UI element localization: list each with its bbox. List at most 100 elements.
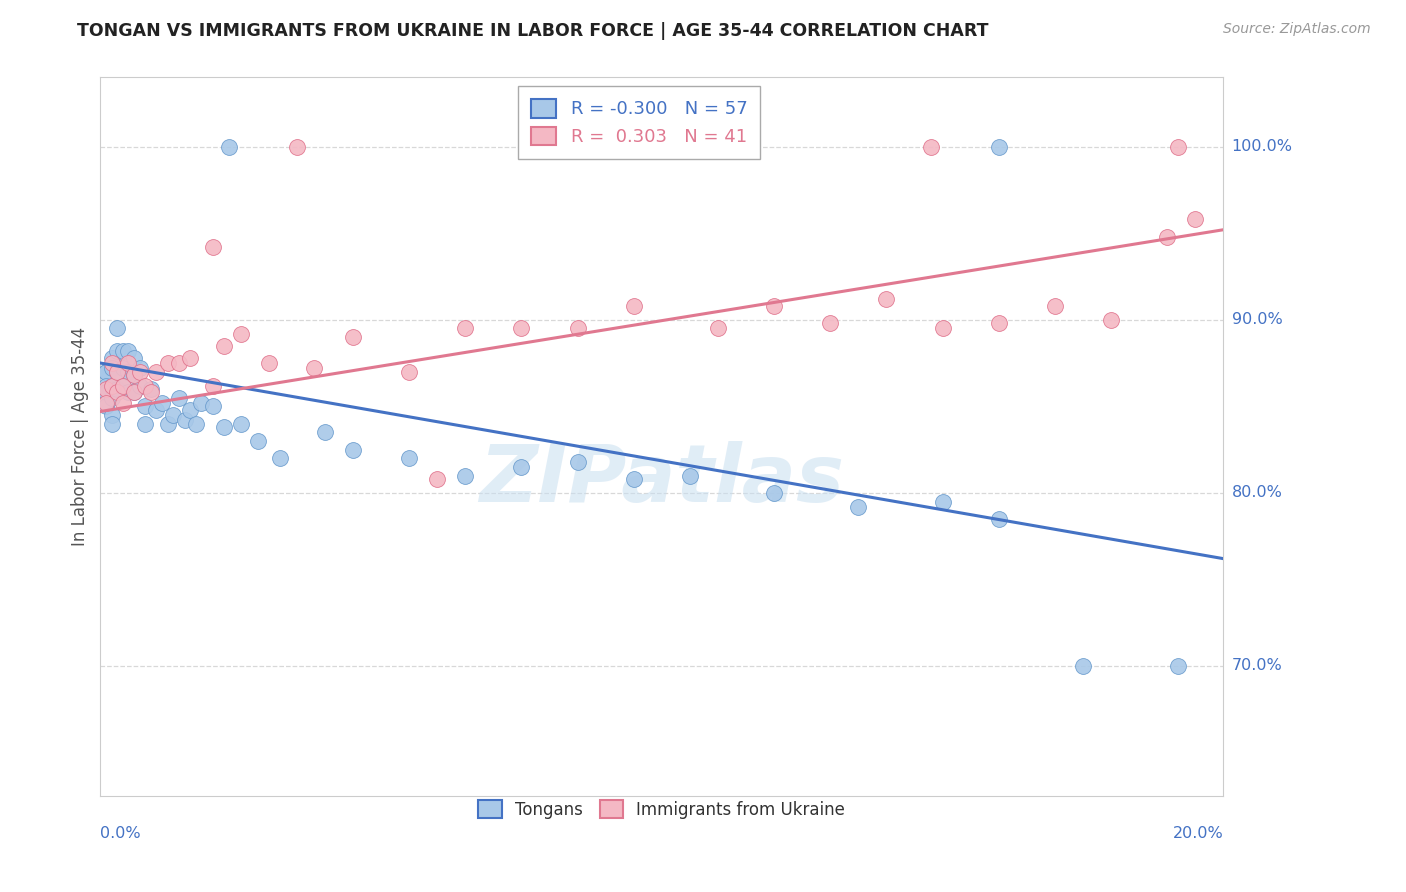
Legend: Tongans, Immigrants from Ukraine: Tongans, Immigrants from Ukraine bbox=[470, 792, 853, 827]
Text: 20.0%: 20.0% bbox=[1173, 826, 1223, 841]
Point bbox=[302, 361, 325, 376]
Point bbox=[1184, 212, 1206, 227]
Point bbox=[134, 417, 156, 431]
Point bbox=[134, 400, 156, 414]
Point bbox=[567, 321, 589, 335]
Point bbox=[128, 365, 150, 379]
Point bbox=[201, 240, 224, 254]
Point bbox=[105, 365, 128, 379]
Point bbox=[679, 468, 702, 483]
Point bbox=[145, 402, 167, 417]
Point bbox=[94, 400, 117, 414]
Point bbox=[707, 321, 730, 335]
Point bbox=[1071, 659, 1094, 673]
Y-axis label: In Labor Force | Age 35-44: In Labor Force | Age 35-44 bbox=[72, 327, 89, 546]
Point bbox=[179, 402, 201, 417]
Point bbox=[128, 361, 150, 376]
Point bbox=[111, 396, 134, 410]
Point bbox=[111, 361, 134, 376]
Point bbox=[117, 385, 139, 400]
Point bbox=[100, 351, 122, 365]
Text: 90.0%: 90.0% bbox=[1232, 312, 1282, 327]
Point bbox=[987, 139, 1010, 153]
Point bbox=[122, 385, 145, 400]
Text: 80.0%: 80.0% bbox=[1232, 485, 1282, 500]
Point bbox=[184, 417, 207, 431]
Point bbox=[201, 400, 224, 414]
Point bbox=[117, 365, 139, 379]
Point bbox=[246, 434, 269, 448]
Point bbox=[201, 378, 224, 392]
Point bbox=[763, 486, 786, 500]
Point bbox=[987, 316, 1010, 330]
Point bbox=[139, 385, 162, 400]
Point bbox=[1099, 312, 1122, 326]
Point bbox=[100, 356, 122, 370]
Point bbox=[679, 139, 702, 153]
Point bbox=[139, 382, 162, 396]
Point bbox=[920, 139, 942, 153]
Point bbox=[94, 365, 117, 379]
Point bbox=[100, 408, 122, 422]
Point bbox=[122, 368, 145, 383]
Point bbox=[623, 472, 645, 486]
Point bbox=[229, 326, 252, 341]
Point bbox=[100, 378, 122, 392]
Point bbox=[931, 321, 953, 335]
Point bbox=[285, 139, 308, 153]
Point bbox=[122, 351, 145, 365]
Point bbox=[167, 356, 190, 370]
Point bbox=[342, 442, 364, 457]
Point bbox=[117, 343, 139, 358]
Point bbox=[150, 396, 173, 410]
Point bbox=[454, 321, 477, 335]
Point bbox=[105, 382, 128, 396]
Point bbox=[100, 361, 122, 376]
Point bbox=[122, 368, 145, 383]
Point bbox=[1167, 139, 1189, 153]
Point bbox=[623, 299, 645, 313]
Point bbox=[212, 339, 235, 353]
Point bbox=[846, 500, 869, 514]
Point bbox=[100, 378, 122, 392]
Point bbox=[111, 343, 134, 358]
Text: 100.0%: 100.0% bbox=[1232, 139, 1292, 154]
Point bbox=[987, 512, 1010, 526]
Point bbox=[156, 417, 179, 431]
Point bbox=[105, 365, 128, 379]
Point bbox=[100, 417, 122, 431]
Point bbox=[398, 451, 420, 466]
Point bbox=[567, 455, 589, 469]
Point bbox=[763, 299, 786, 313]
Point bbox=[1043, 299, 1066, 313]
Point bbox=[342, 330, 364, 344]
Point bbox=[105, 385, 128, 400]
Point bbox=[595, 139, 617, 153]
Point bbox=[145, 365, 167, 379]
Point bbox=[510, 321, 533, 335]
Point bbox=[111, 378, 134, 392]
Point bbox=[94, 385, 117, 400]
Point bbox=[128, 378, 150, 392]
Point bbox=[167, 391, 190, 405]
Point bbox=[818, 316, 841, 330]
Point bbox=[454, 468, 477, 483]
Point bbox=[510, 459, 533, 474]
Text: TONGAN VS IMMIGRANTS FROM UKRAINE IN LABOR FORCE | AGE 35-44 CORRELATION CHART: TONGAN VS IMMIGRANTS FROM UKRAINE IN LAB… bbox=[77, 22, 988, 40]
Point bbox=[117, 356, 139, 370]
Point bbox=[134, 378, 156, 392]
Text: 70.0%: 70.0% bbox=[1232, 658, 1282, 673]
Point bbox=[94, 365, 117, 379]
Text: ZIPatlas: ZIPatlas bbox=[479, 441, 844, 519]
Point bbox=[173, 413, 195, 427]
Point bbox=[111, 378, 134, 392]
Point bbox=[190, 396, 212, 410]
Point bbox=[162, 408, 184, 422]
Point bbox=[156, 356, 179, 370]
Point bbox=[269, 451, 291, 466]
Point bbox=[426, 472, 449, 486]
Point bbox=[398, 365, 420, 379]
Point bbox=[875, 292, 897, 306]
Text: 0.0%: 0.0% bbox=[100, 826, 141, 841]
Point bbox=[105, 321, 128, 335]
